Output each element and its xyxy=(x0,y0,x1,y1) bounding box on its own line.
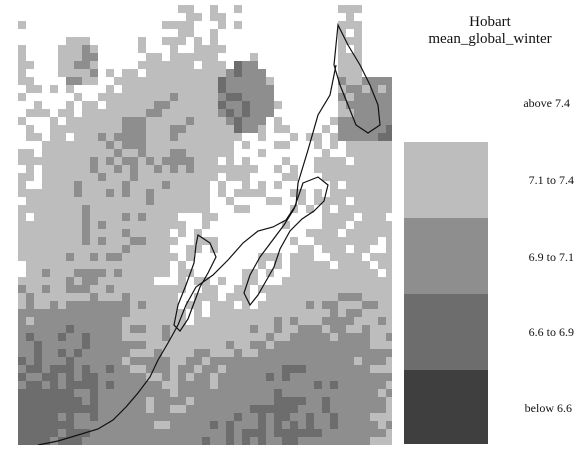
map-raster xyxy=(18,5,392,445)
legend-label-6-6-to-6-9: 6.6 to 6.9 xyxy=(528,325,574,339)
legend-title-city: Hobart xyxy=(469,14,511,30)
legend-title: Hobart mean_global_winter xyxy=(400,14,580,48)
legend-label-below: below 6.6 xyxy=(524,401,572,415)
legend-swatch-4 xyxy=(404,370,488,444)
raster-cells xyxy=(18,5,392,445)
legend-label-6-9-to-7-1: 6.9 to 7.1 xyxy=(528,250,574,264)
coastline-bay xyxy=(243,176,329,307)
coastline-north xyxy=(333,22,381,134)
map-panel[interactable] xyxy=(18,5,392,445)
legend-title-variable: mean_global_winter xyxy=(428,31,552,47)
coastline-outline xyxy=(37,64,337,445)
coastline-inlet xyxy=(173,234,217,332)
legend-box xyxy=(404,142,488,444)
legend-label-7-1-to-7-4: 7.1 to 7.4 xyxy=(528,173,574,187)
legend-swatch-3 xyxy=(404,294,488,370)
legend-swatch-2 xyxy=(404,218,488,294)
legend-swatch-1 xyxy=(404,142,488,218)
legend-label-above: above 7.4 xyxy=(523,96,570,110)
